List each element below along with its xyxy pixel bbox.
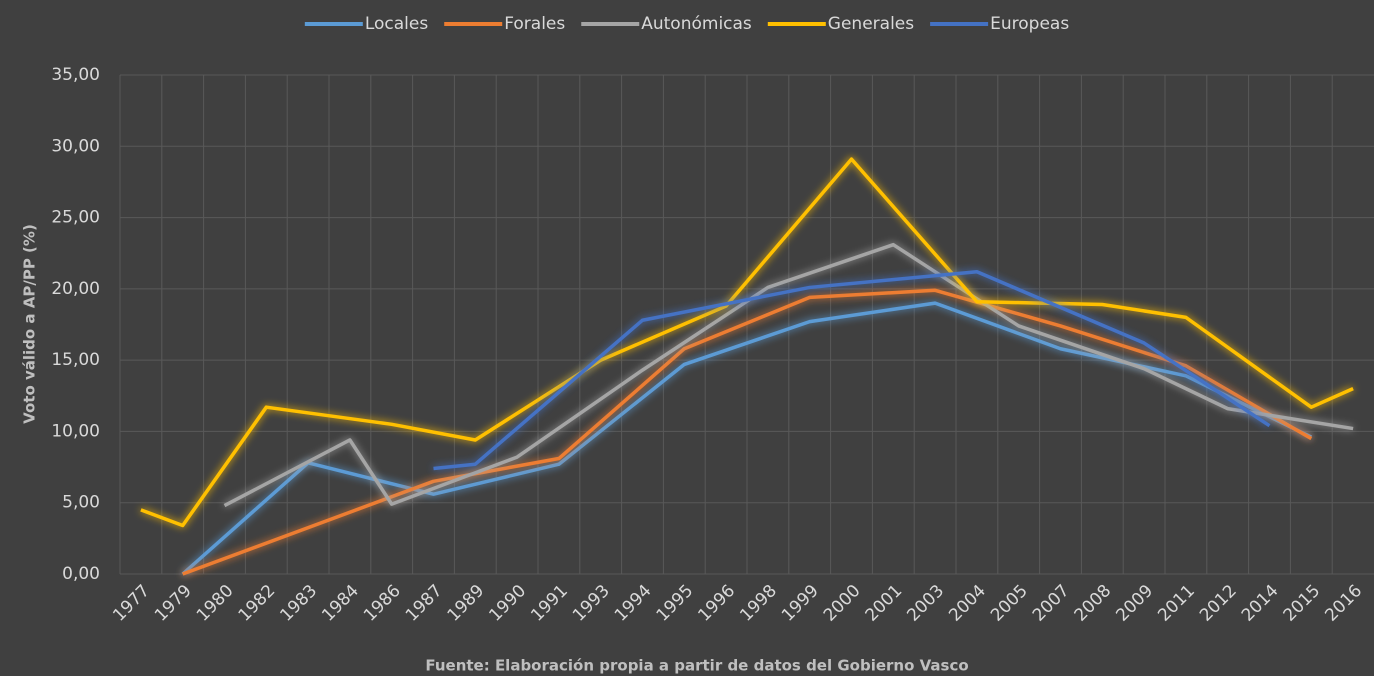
series-line [140, 157, 1354, 528]
x-tick-label: 2007 [1029, 581, 1074, 626]
y-tick-label: 5,00 [62, 493, 100, 513]
x-tick-label: 1991 [527, 581, 572, 626]
x-axis-title: Fuente: Elaboración propia a partir de d… [425, 657, 968, 675]
legend-label: Europeas [990, 14, 1069, 34]
y-tick-label: 15,00 [51, 350, 100, 370]
x-tick-label: 1984 [318, 581, 363, 626]
x-tick-label: 1982 [235, 581, 280, 626]
x-tick-label: 2015 [1280, 581, 1325, 626]
y-axis-title: Voto válido a AP/PP (%) [21, 224, 39, 424]
legend-label: Forales [504, 14, 565, 34]
x-tick-label: 1995 [653, 581, 698, 626]
x-tick-label: 2001 [862, 581, 907, 626]
series-line [223, 242, 1354, 508]
x-tick-label: 1990 [485, 581, 530, 626]
y-tick-label: 20,00 [51, 279, 100, 299]
x-tick-label: 1987 [402, 581, 447, 626]
x-tick-label: 2011 [1154, 581, 1199, 626]
x-tick-label: 1983 [276, 581, 321, 626]
x-tick-label: 1979 [151, 581, 196, 626]
x-tick-label: 1999 [778, 581, 823, 626]
x-tick-label: 1980 [193, 581, 238, 626]
x-tick-label: 2000 [820, 581, 865, 626]
series-line [433, 269, 1271, 471]
legend-label: Autonómicas [641, 14, 752, 34]
x-tick-label: 1996 [694, 581, 739, 626]
y-tick-label: 35,00 [51, 65, 100, 85]
legend-label: Locales [365, 14, 429, 34]
x-tick-label: 2009 [1112, 581, 1157, 626]
x-tick-label: 2008 [1071, 581, 1116, 626]
y-tick-label: 10,00 [51, 421, 100, 441]
y-tick-label: 25,00 [51, 208, 100, 228]
x-tick-label: 1993 [569, 581, 614, 626]
x-tick-label: 1986 [360, 581, 405, 626]
y-tick-label: 30,00 [51, 136, 100, 156]
legend-label: Generales [828, 14, 914, 34]
x-tick-label: 2003 [903, 581, 948, 626]
x-tick-label: 1989 [444, 581, 489, 626]
x-tick-label: 2012 [1196, 581, 1241, 626]
x-tick-label: 1998 [736, 581, 781, 626]
x-tick-label: 2014 [1238, 581, 1283, 626]
x-tick-label: 1994 [611, 581, 656, 626]
x-tick-label: 2004 [945, 581, 990, 626]
x-tick-label: 2016 [1321, 581, 1366, 626]
legend: Locales Forales Autonómicas Generales Europe… [304, 14, 1069, 34]
y-tick-label: 0,00 [62, 564, 100, 584]
x-tick-label: 1977 [109, 581, 154, 626]
x-tick-label: 2005 [987, 581, 1032, 626]
